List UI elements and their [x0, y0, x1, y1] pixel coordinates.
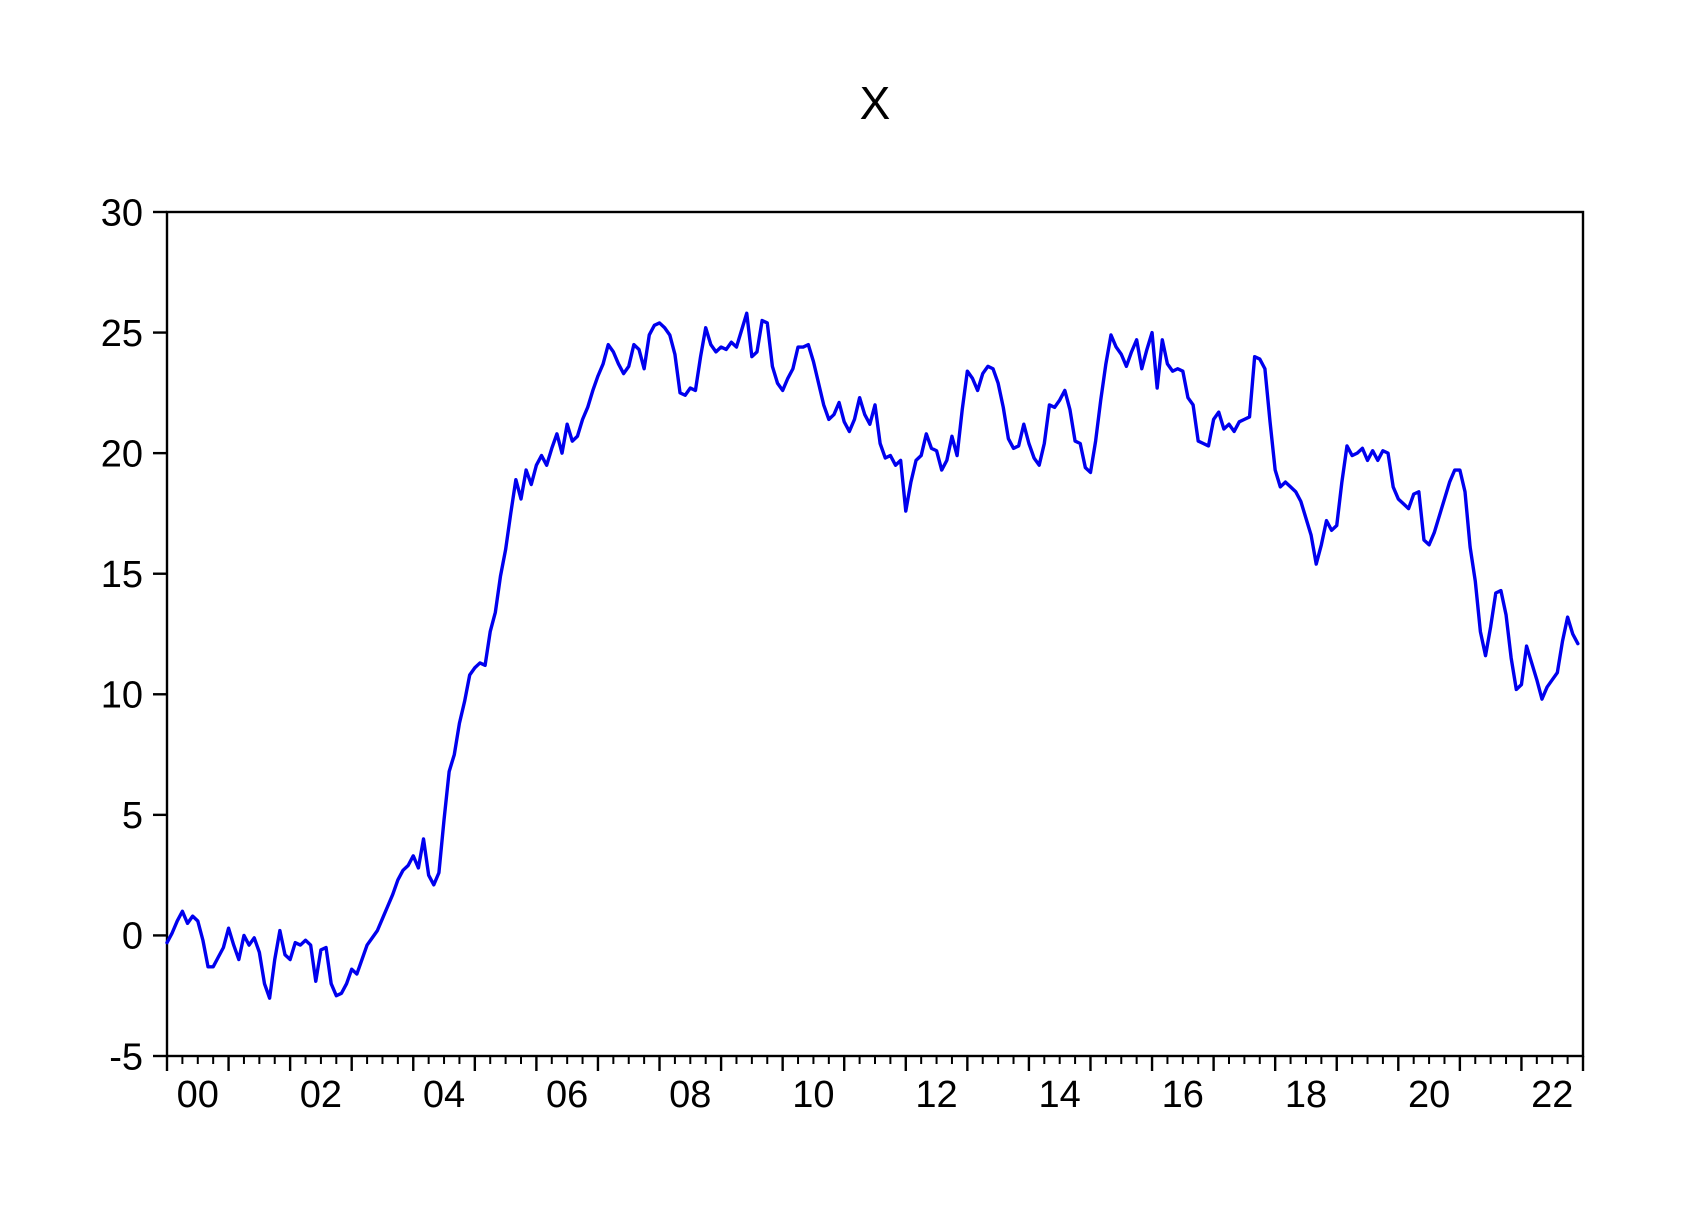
x-axis-tick-label: 22 — [1531, 1074, 1573, 1116]
x-axis-tick-label: 02 — [300, 1074, 342, 1116]
x-axis-tick-label: 00 — [177, 1074, 219, 1116]
x-axis-tick-label: 08 — [669, 1074, 711, 1116]
y-axis-tick-label: 25 — [101, 313, 143, 355]
x-axis-tick-label: 10 — [792, 1074, 834, 1116]
y-axis-tick-label: 20 — [101, 433, 143, 475]
x-axis-tick-label: 12 — [915, 1074, 957, 1116]
x-axis-tick-label: 06 — [546, 1074, 588, 1116]
x-axis-tick-label: 14 — [1039, 1074, 1081, 1116]
y-axis-tick-label: 10 — [101, 675, 143, 717]
y-axis-tick-label: 5 — [122, 795, 143, 837]
x-axis-tick-label: 04 — [423, 1074, 465, 1116]
x-axis-tick-label: 16 — [1162, 1074, 1204, 1116]
y-axis-tick-label: -5 — [109, 1036, 143, 1078]
y-axis-tick-label: 30 — [101, 192, 143, 234]
y-axis-tick-label: 0 — [122, 916, 143, 958]
x-axis-tick-label: 18 — [1285, 1074, 1327, 1116]
y-axis-tick-label: 15 — [101, 554, 143, 596]
series-line-x — [165, 311, 1580, 1000]
chart-title: X — [859, 77, 891, 129]
x-axis-tick-label: 20 — [1408, 1074, 1450, 1116]
